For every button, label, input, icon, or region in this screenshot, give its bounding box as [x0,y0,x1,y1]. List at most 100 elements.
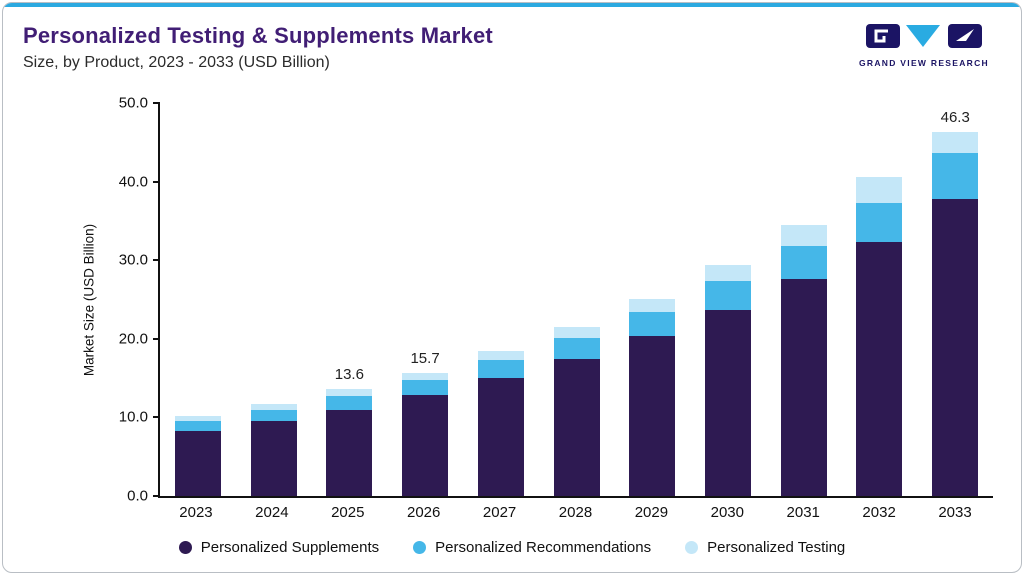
bar-stack [477,350,524,496]
legend-dot [178,541,192,554]
grand-view-research-logo: GRAND VIEW RESEARCH [849,23,999,68]
x-label-2025: 2025 [331,504,365,521]
bar-stack [856,176,903,496]
x-labels: 2023 2024 2025 2026 2027 2028 2029 2030 2031 2032… [158,504,993,521]
stacked-bar-chart: Market Size (USD Billion) 0.0 10.0 20.0 30.… [3,3,1021,572]
bar-stack [326,389,373,496]
x-label-2028: 2028 [558,504,593,521]
bar-2028 [539,103,615,496]
segment-personalized-testing [477,350,524,361]
bar-total-label-2025: 13.6 [334,366,364,384]
y-tick-mark [153,416,160,419]
segment-personalized-supplements [477,378,524,496]
segment-personalized-supplements [174,430,221,496]
y-tick-label: 10.0 [118,408,148,426]
bar-total-label-2026: 15.7 [410,349,440,367]
segment-personalized-testing [174,415,221,422]
bar-2025: 13.6 [311,103,387,496]
segment-personalized-testing [402,372,449,381]
segment-personalized-supplements [250,421,297,496]
segment-personalized-supplements [326,409,373,496]
segment-personalized-recommendations [780,246,827,280]
legend-label: Personalized Recommendations [435,539,652,556]
bar-stack [402,372,449,496]
bar-2024 [236,103,312,496]
segment-personalized-recommendations [477,360,524,379]
legend: Personalized Supplements Personalized Rec… [3,539,1021,556]
bar-2030 [690,103,766,496]
segment-personalized-testing [705,264,751,282]
bar-2032 [842,103,918,496]
bars: 13.6 15.7 46.3 [160,103,993,496]
y-tick-mark [153,495,160,497]
y-tick-label: 40.0 [118,173,148,191]
bar-2027 [463,103,539,496]
bar-stack [705,264,751,496]
segment-personalized-testing [932,132,979,153]
segment-personalized-recommendations [174,421,221,431]
segment-personalized-supplements [780,279,827,496]
y-tick-mark [153,259,160,262]
x-label-2023: 2023 [179,504,213,521]
y-tick-label: 20.0 [118,330,148,348]
bar-total-label-2033: 46.3 [940,109,970,127]
legend-item: Personalized Recommendations [413,539,651,556]
bar-stack [174,415,221,496]
x-label-2032: 2032 [862,504,896,521]
page-title: Personalized Testing & Supplements Marke… [23,23,493,48]
segment-personalized-testing [553,327,600,339]
segment-personalized-testing [250,404,297,411]
top-accent-line [3,3,1021,7]
y-tick-label: 30.0 [118,251,148,269]
y-tick-mark [153,337,160,340]
segment-personalized-recommendations [326,396,373,410]
bar-2023 [160,103,236,496]
x-label-2026: 2026 [406,504,441,521]
y-tick-label: 50.0 [118,94,148,112]
segment-personalized-supplements [629,336,676,496]
bar-stack [629,298,676,496]
bar-2033: 46.3 [917,103,993,496]
y-axis-title: Market Size (USD Billion) [81,223,97,377]
plot-area: 0.0 10.0 20.0 30.0 40.0 50.0 13.6 15.7 46.3 [119,95,993,505]
segment-personalized-recommendations [705,281,751,310]
bar-stack [780,224,827,496]
segment-personalized-supplements [932,198,979,496]
bar-stack [932,132,979,496]
logo-mark-icon [866,24,982,48]
x-label-2027: 2027 [482,504,517,521]
x-label-2033: 2033 [938,504,972,521]
bar-stack [250,404,297,496]
bar-2031 [766,103,842,496]
legend-dot [413,541,427,554]
segment-personalized-testing [856,176,903,203]
x-label-2031: 2031 [786,504,820,521]
segment-personalized-supplements [553,359,600,496]
segment-personalized-recommendations [402,380,449,396]
segment-personalized-recommendations [856,202,903,243]
bar-stack [553,327,600,496]
legend-item: Personalized Supplements [178,539,380,556]
y-tick-mark [153,180,160,183]
legend-item: Personalized Testing [685,539,845,556]
legend-label: Personalized Supplements [200,539,380,556]
page-subtitle: Size, by Product, 2023 - 2033 (USD Billi… [23,54,330,71]
segment-personalized-supplements [402,395,449,496]
x-label-2030: 2030 [710,504,744,521]
segment-personalized-recommendations [553,338,600,360]
x-label-2024: 2024 [255,504,289,521]
chart-header: Personalized Testing & Supplements Marke… [23,23,493,72]
bar-2026: 15.7 [387,103,463,496]
y-tick-label: 0.0 [127,487,148,505]
segment-personalized-testing [629,298,676,313]
segment-personalized-supplements [705,309,751,496]
y-tick-mark [153,102,160,104]
segment-personalized-testing [780,224,827,247]
segment-personalized-testing [326,389,373,397]
segment-personalized-supplements [856,242,903,496]
legend-label: Personalized Testing [707,539,846,556]
bar-2029 [614,103,690,496]
legend-dot [685,541,699,554]
segment-personalized-recommendations [629,312,676,337]
